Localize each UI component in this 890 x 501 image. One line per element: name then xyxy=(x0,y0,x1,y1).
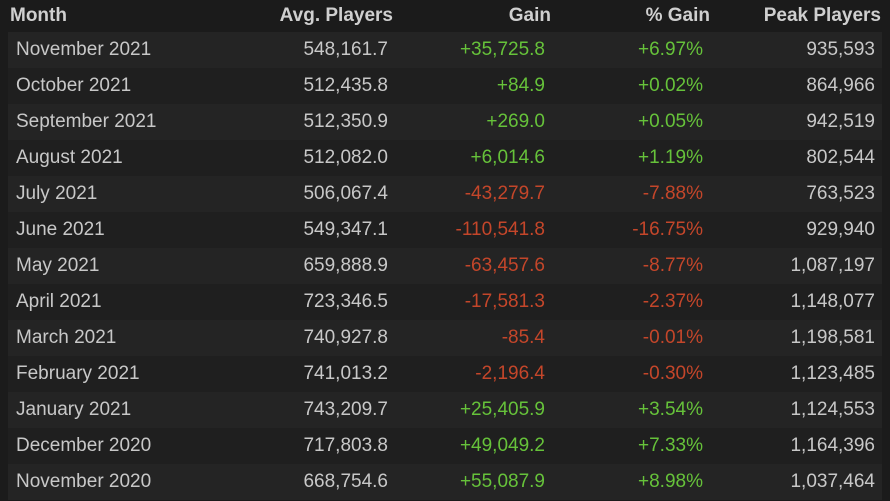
avg-players-cell: 668,754.6 xyxy=(303,471,388,492)
gain-cell: +25,405.9 xyxy=(459,399,545,420)
table-row: October 2021 512,435.8 +84.9 +0.02% 864,966 xyxy=(0,68,890,104)
peak-players-cell: 1,198,581 xyxy=(790,327,875,348)
gain-cell: -43,279.7 xyxy=(464,183,545,204)
gain-cell: +269.0 xyxy=(486,111,545,132)
table-row: January 2021 743,209.7 +25,405.9 +3.54% 1,12… xyxy=(0,392,890,428)
header-cell: Peak Players xyxy=(763,5,881,26)
pct-gain-cell: -0.30% xyxy=(642,363,703,384)
avg-players-cell: 549,347.1 xyxy=(303,219,388,240)
month-cell: September 2021 xyxy=(16,111,157,132)
avg-players-cell: 512,435.8 xyxy=(303,75,388,96)
table-header: Month Avg. Players Gain % Gain Peak Players xyxy=(0,0,890,32)
row-background xyxy=(8,248,882,284)
month-cell: May 2021 xyxy=(16,255,100,276)
table-row: November 2021 548,161.7 +35,725.8 +6.97% 935… xyxy=(0,32,890,68)
row-background xyxy=(8,32,882,68)
pct-gain-cell: +0.02% xyxy=(638,75,703,96)
table-row: March 2021 740,927.8 -85.4 -0.01% 1,198,581 xyxy=(0,320,890,356)
row-background xyxy=(8,320,882,356)
pct-gain-cell: +1.19% xyxy=(638,147,703,168)
avg-players-cell: 659,888.9 xyxy=(303,255,388,276)
peak-players-cell: 1,148,077 xyxy=(790,291,875,312)
peak-players-cell: 929,940 xyxy=(806,219,875,240)
row-background xyxy=(8,284,882,320)
pct-gain-cell: -2.37% xyxy=(642,291,703,312)
peak-players-cell: 935,593 xyxy=(806,39,875,60)
gain-cell: +6,014.6 xyxy=(470,147,546,168)
row-background xyxy=(8,356,882,392)
gain-cell: -63,457.6 xyxy=(464,255,545,276)
table-row: June 2021 549,347.1 -110,541.8 -16.75% 929,9… xyxy=(0,212,890,248)
avg-players-cell: 548,161.7 xyxy=(303,39,388,60)
header-cell: % Gain xyxy=(645,5,710,26)
avg-players-cell: 741,013.2 xyxy=(303,363,388,384)
avg-players-cell: 512,082.0 xyxy=(303,147,388,168)
pct-gain-cell: +8.98% xyxy=(638,471,703,492)
month-cell: June 2021 xyxy=(16,219,105,240)
peak-players-cell: 1,123,485 xyxy=(790,363,875,384)
table-row: February 2021 741,013.2 -2,196.4 -0.30% 1,12… xyxy=(0,356,890,392)
month-cell: January 2021 xyxy=(16,399,132,420)
row-background xyxy=(8,392,882,428)
table-row: August 2021 512,082.0 +6,014.6 +1.19% 802,54… xyxy=(0,140,890,176)
avg-players-cell: 506,067.4 xyxy=(303,183,388,204)
peak-players-cell: 1,164,396 xyxy=(790,435,875,456)
peak-players-cell: 942,519 xyxy=(806,111,875,132)
gain-cell: +35,725.8 xyxy=(459,39,545,60)
month-cell: October 2021 xyxy=(16,75,132,96)
month-cell: August 2021 xyxy=(16,147,123,168)
month-cell: July 2021 xyxy=(16,183,98,204)
gain-cell: -17,581.3 xyxy=(464,291,545,312)
month-cell: April 2021 xyxy=(16,291,102,312)
pct-gain-cell: -8.77% xyxy=(642,255,703,276)
gain-cell: -110,541.8 xyxy=(455,219,545,240)
gain-cell: +84.9 xyxy=(496,75,545,96)
month-cell: December 2020 xyxy=(16,435,152,456)
avg-players-cell: 723,346.5 xyxy=(303,291,388,312)
peak-players-cell: 1,124,553 xyxy=(790,399,875,420)
row-background xyxy=(8,464,882,500)
row-background xyxy=(8,428,882,464)
table-row: April 2021 723,346.5 -17,581.3 -2.37% 1,148,… xyxy=(0,284,890,320)
month-cell: November 2020 xyxy=(16,471,152,492)
header-cell: Gain xyxy=(508,5,551,26)
gain-cell: +55,087.9 xyxy=(459,471,545,492)
month-cell: March 2021 xyxy=(16,327,117,348)
avg-players-cell: 512,350.9 xyxy=(303,111,388,132)
peak-players-cell: 763,523 xyxy=(806,183,875,204)
row-background xyxy=(8,104,882,140)
table-row: December 2020 717,803.8 +49,049.2 +7.33% 1,1… xyxy=(0,428,890,464)
avg-players-cell: 743,209.7 xyxy=(303,399,388,420)
pct-gain-cell: +0.05% xyxy=(638,111,703,132)
peak-players-cell: 802,544 xyxy=(806,147,875,168)
month-cell: November 2021 xyxy=(16,39,152,60)
avg-players-cell: 717,803.8 xyxy=(303,435,388,456)
peak-players-cell: 1,037,464 xyxy=(790,471,875,492)
row-background xyxy=(8,140,882,176)
pct-gain-cell: -16.75% xyxy=(632,219,703,240)
table-row: September 2021 512,350.9 +269.0 +0.05% 942,5… xyxy=(0,104,890,140)
peak-players-cell: 1,087,197 xyxy=(790,255,875,276)
gain-cell: -2,196.4 xyxy=(475,363,545,384)
gain-cell: -85.4 xyxy=(501,327,545,348)
pct-gain-cell: +6.97% xyxy=(638,39,703,60)
row-background xyxy=(8,212,882,248)
pct-gain-cell: +7.33% xyxy=(638,435,703,456)
pct-gain-cell: -7.88% xyxy=(642,183,703,204)
table-row: November 2020 668,754.6 +55,087.9 +8.98% 1,0… xyxy=(0,464,890,500)
row-background xyxy=(8,176,882,212)
header-cell: Avg. Players xyxy=(279,5,393,26)
row-background xyxy=(8,68,882,104)
pct-gain-cell: +3.54% xyxy=(638,399,703,420)
avg-players-cell: 740,927.8 xyxy=(303,327,388,348)
header-cell: Month xyxy=(10,5,67,26)
table-row: July 2021 506,067.4 -43,279.7 -7.88% 763,523 xyxy=(0,176,890,212)
month-cell: February 2021 xyxy=(16,363,140,384)
table-row: May 2021 659,888.9 -63,457.6 -8.77% 1,087,19… xyxy=(0,248,890,284)
peak-players-cell: 864,966 xyxy=(806,75,875,96)
pct-gain-cell: -0.01% xyxy=(642,327,703,348)
gain-cell: +49,049.2 xyxy=(459,435,545,456)
